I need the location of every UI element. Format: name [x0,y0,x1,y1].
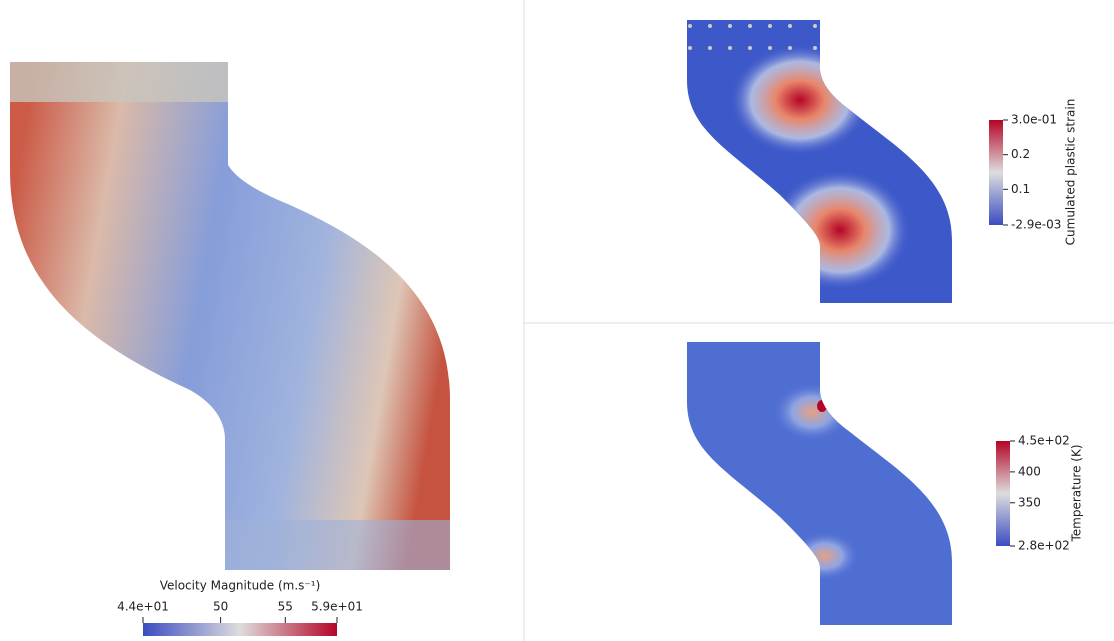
tick-label: 350 [1018,495,1041,509]
tick-label: 400 [1018,464,1041,478]
tick-label: -2.9e-03 [1011,218,1061,232]
tick-label: 0.1 [1011,182,1030,196]
temperature-field [687,342,952,625]
colorbar [989,120,1003,225]
colorbar-title: Velocity Magnitude (m.s⁻¹) [160,579,321,593]
colorbar-title: Cumulated plastic strain [1064,99,1078,246]
tick-label: 55 [278,600,293,614]
tick-label: 3.0e-01 [1011,113,1057,127]
colorbar [996,441,1010,546]
velocity-field [10,62,450,570]
colorbar-title: Temperature (K) [1070,444,1084,542]
tick-label: 4.5e+02 [1018,434,1070,448]
tick-label: 5.9e+01 [311,600,363,614]
tick-label: 2.8e+02 [1018,539,1070,553]
nodes [688,24,817,50]
colorbar [143,623,337,636]
tick-label: 50 [213,600,228,614]
tick-label: 4.4e+01 [117,600,169,614]
strain-field [687,20,952,303]
colorbars: Velocity Magnitude (m.s⁻¹) 4.4e+01 50 55 5.9… [117,99,1084,636]
tick-label: 0.2 [1011,147,1030,161]
